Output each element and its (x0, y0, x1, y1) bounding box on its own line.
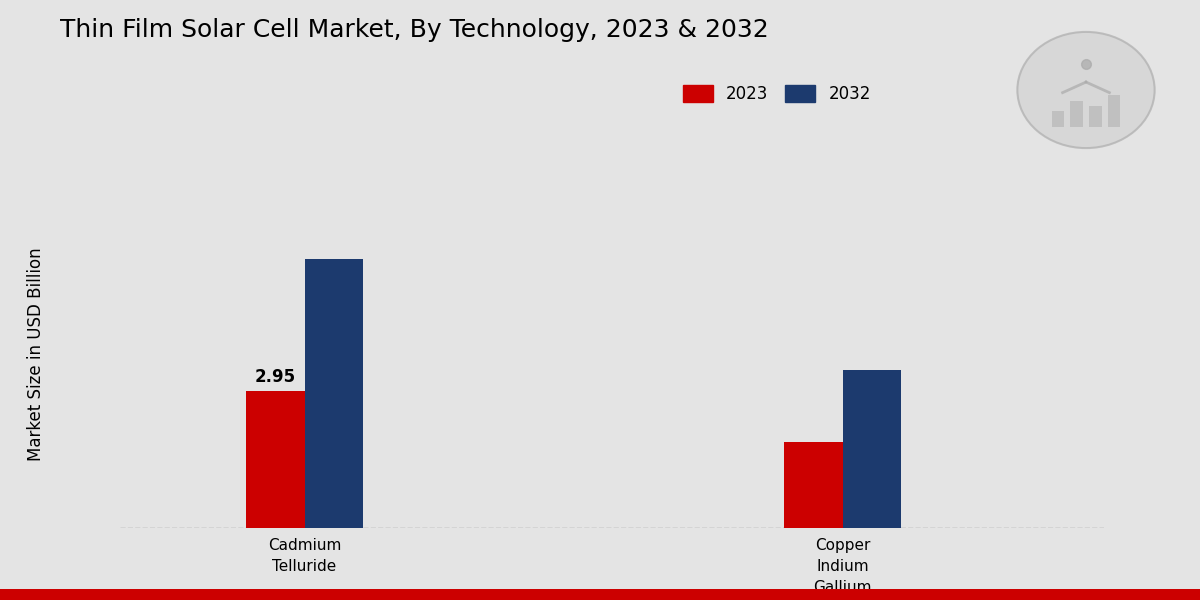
Bar (1090, 106, 1102, 127)
Bar (1051, 111, 1064, 127)
Text: 2.95: 2.95 (254, 368, 296, 386)
Bar (246, 391, 305, 528)
Bar (1070, 101, 1082, 127)
Legend: 2023, 2032: 2023, 2032 (674, 77, 880, 112)
Circle shape (1018, 32, 1154, 148)
Bar (1108, 95, 1121, 127)
Text: Thin Film Solar Cell Market, By Technology, 2023 & 2032: Thin Film Solar Cell Market, By Technolo… (60, 18, 769, 42)
Text: Market Size in USD Billion: Market Size in USD Billion (26, 247, 46, 461)
Bar (785, 442, 842, 528)
Bar (842, 370, 901, 528)
Bar (305, 259, 362, 528)
